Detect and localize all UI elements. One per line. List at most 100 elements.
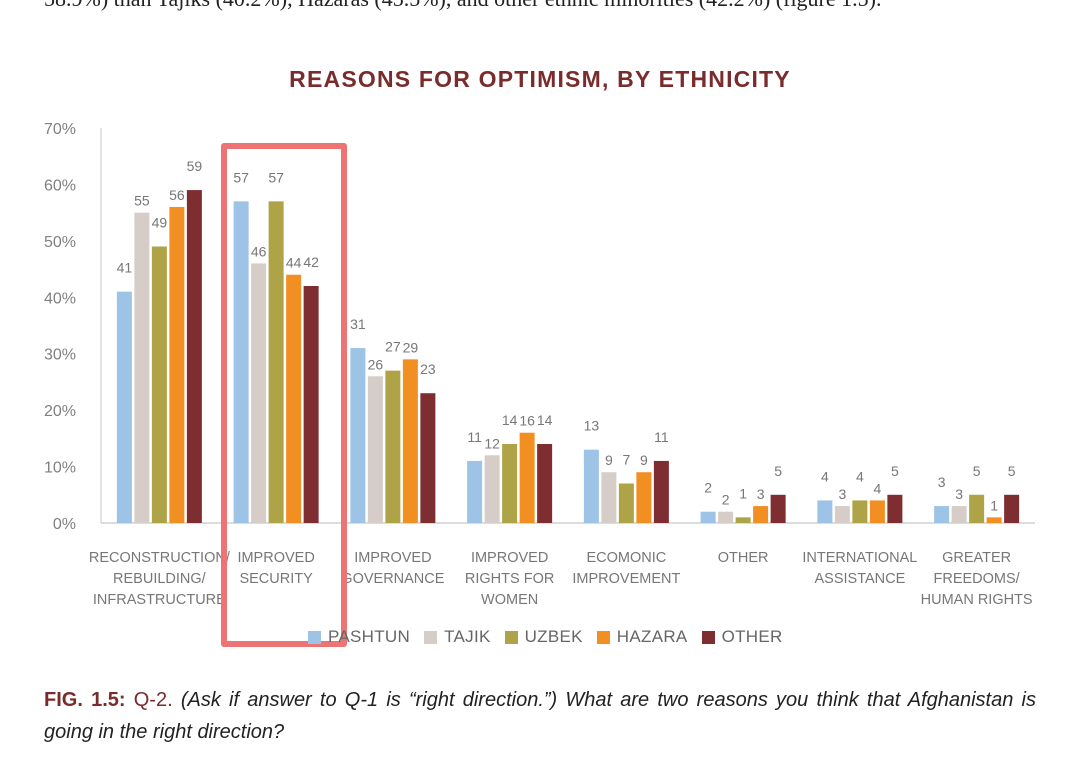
caption-question-text: (Ask if answer to Q-1 is “right directio… — [44, 689, 1036, 743]
figure-caption: FIG. 1.5: Q-2. (Ask if answer to Q-1 is … — [44, 684, 1036, 748]
category-label-6-line-1: ASSISTANCE — [814, 571, 905, 587]
legend-swatch-tajik — [424, 630, 438, 644]
legend-swatch-pashtun — [308, 630, 321, 644]
category-label-3-line-2: WOMEN — [481, 592, 538, 608]
bar-pashtun-6 — [817, 500, 833, 523]
caption-figure-number: FIG. 1.5: — [44, 689, 126, 711]
data-label-tajik-4: 9 — [605, 452, 613, 468]
category-label-3-line-0: IMPROVED — [471, 550, 548, 566]
bar-uzbek-7 — [969, 494, 985, 523]
data-label-other-3: 14 — [537, 412, 553, 428]
bar-tajik-4 — [601, 472, 617, 523]
data-label-pashtun-7: 3 — [938, 474, 946, 490]
data-label-other-2: 23 — [420, 361, 436, 377]
data-label-hazara-7: 1 — [990, 497, 998, 513]
data-label-tajik-0: 55 — [134, 193, 150, 209]
data-label-pashtun-5: 2 — [704, 480, 712, 496]
legend-item-uzbek: UZBEK — [504, 627, 583, 647]
data-label-other-0: 59 — [187, 158, 203, 174]
data-label-tajik-5: 2 — [722, 492, 730, 508]
data-label-pashtun-3: 11 — [467, 429, 482, 445]
bar-uzbek-0 — [151, 246, 167, 523]
data-label-other-7: 5 — [1008, 463, 1016, 479]
bar-tajik-7 — [951, 506, 967, 523]
y-tick-label: 10% — [44, 460, 76, 477]
bar-uzbek-4 — [618, 483, 634, 523]
bar-other-6 — [887, 494, 903, 523]
data-label-hazara-6: 4 — [873, 480, 881, 496]
preceding-paragraph-text: 58.9%) than Tajiks (40.2%), Hazaras (45.… — [44, 0, 1044, 12]
data-label-hazara-4: 9 — [640, 452, 648, 468]
bar-hazara-0 — [169, 207, 185, 523]
category-label-4-line-0: ECOMONIC — [587, 550, 667, 566]
bar-pashtun-2 — [350, 348, 366, 523]
chart-title: REASONS FOR OPTIMISM, BY ETHNICITY — [289, 66, 791, 92]
data-label-uzbek-6: 4 — [856, 468, 864, 484]
legend-item-pashtun: PASHTUN — [308, 627, 410, 647]
bar-uzbek-5 — [735, 517, 751, 523]
bar-tajik-5 — [718, 511, 734, 523]
data-label-other-6: 5 — [891, 463, 899, 479]
category-label-7-line-2: HUMAN RIGHTS — [921, 592, 1033, 608]
bar-hazara-4 — [636, 472, 652, 523]
data-label-uzbek-1: 57 — [268, 169, 284, 185]
bar-hazara-2 — [402, 359, 418, 523]
data-label-tajik-7: 3 — [955, 486, 963, 502]
category-label-1-line-0: IMPROVED — [237, 550, 314, 566]
data-label-other-4: 11 — [654, 429, 669, 445]
bar-other-3 — [537, 444, 553, 523]
data-label-uzbek-4: 7 — [622, 452, 630, 468]
legend-item-other: OTHER — [701, 627, 783, 647]
data-label-uzbek-0: 49 — [152, 215, 168, 231]
y-tick-label: 40% — [44, 290, 76, 307]
data-label-tajik-3: 12 — [484, 435, 500, 451]
data-label-uzbek-7: 5 — [973, 463, 981, 479]
data-label-hazara-2: 29 — [403, 339, 419, 355]
bar-tajik-0 — [134, 212, 150, 523]
data-label-tajik-2: 26 — [368, 356, 384, 372]
bar-pashtun-5 — [700, 511, 716, 523]
data-label-uzbek-2: 27 — [385, 339, 401, 355]
bar-hazara-5 — [753, 506, 769, 523]
bar-uzbek-1 — [268, 201, 284, 523]
legend-label-tajik: TAJIK — [444, 627, 491, 646]
data-label-hazara-3: 16 — [519, 413, 535, 429]
category-label-0-line-1: REBUILDING/ — [113, 571, 207, 587]
y-tick-label: 60% — [44, 177, 76, 194]
legend-label-hazara: HAZARA — [616, 627, 688, 646]
data-label-pashtun-4: 13 — [584, 418, 600, 434]
bar-pashtun-7 — [934, 506, 950, 523]
category-label-2-line-1: GOVERNANCE — [341, 571, 444, 587]
category-label-7-line-1: FREEDOMS/ — [934, 571, 1021, 587]
category-label-1-line-1: SECURITY — [239, 571, 313, 587]
data-label-tajik-1: 46 — [251, 243, 267, 259]
data-label-pashtun-2: 31 — [350, 316, 366, 332]
category-label-3-line-1: RIGHTS FOR — [465, 571, 554, 587]
legend-label-other: OTHER — [721, 627, 783, 646]
legend-label-uzbek: UZBEK — [524, 627, 583, 646]
category-label-7-line-0: GREATER — [942, 550, 1011, 566]
bar-hazara-1 — [286, 274, 302, 523]
legend-swatch-hazara — [596, 630, 610, 644]
data-label-hazara-0: 56 — [169, 187, 185, 203]
legend-item-hazara: HAZARA — [596, 627, 688, 647]
bar-tajik-3 — [484, 455, 500, 523]
bar-other-4 — [653, 460, 669, 523]
bar-other-2 — [420, 393, 436, 523]
data-label-pashtun-1: 57 — [233, 169, 249, 185]
bar-pashtun-1 — [233, 201, 249, 523]
bar-other-7 — [1004, 494, 1020, 523]
data-label-uzbek-3: 14 — [502, 412, 518, 428]
bar-tajik-2 — [367, 376, 383, 523]
bar-other-5 — [770, 494, 786, 523]
data-label-hazara-5: 3 — [757, 486, 765, 502]
category-label-5-line-0: OTHER — [718, 550, 769, 566]
data-label-pashtun-0: 41 — [117, 260, 133, 276]
legend-label-pashtun: PASHTUN — [328, 627, 411, 646]
legend-item-tajik: TAJIK — [424, 627, 491, 647]
bar-hazara-7 — [986, 517, 1002, 523]
category-label-2-line-0: IMPROVED — [354, 550, 431, 566]
legend-swatch-uzbek — [504, 630, 518, 644]
data-label-pashtun-6: 4 — [821, 468, 829, 484]
